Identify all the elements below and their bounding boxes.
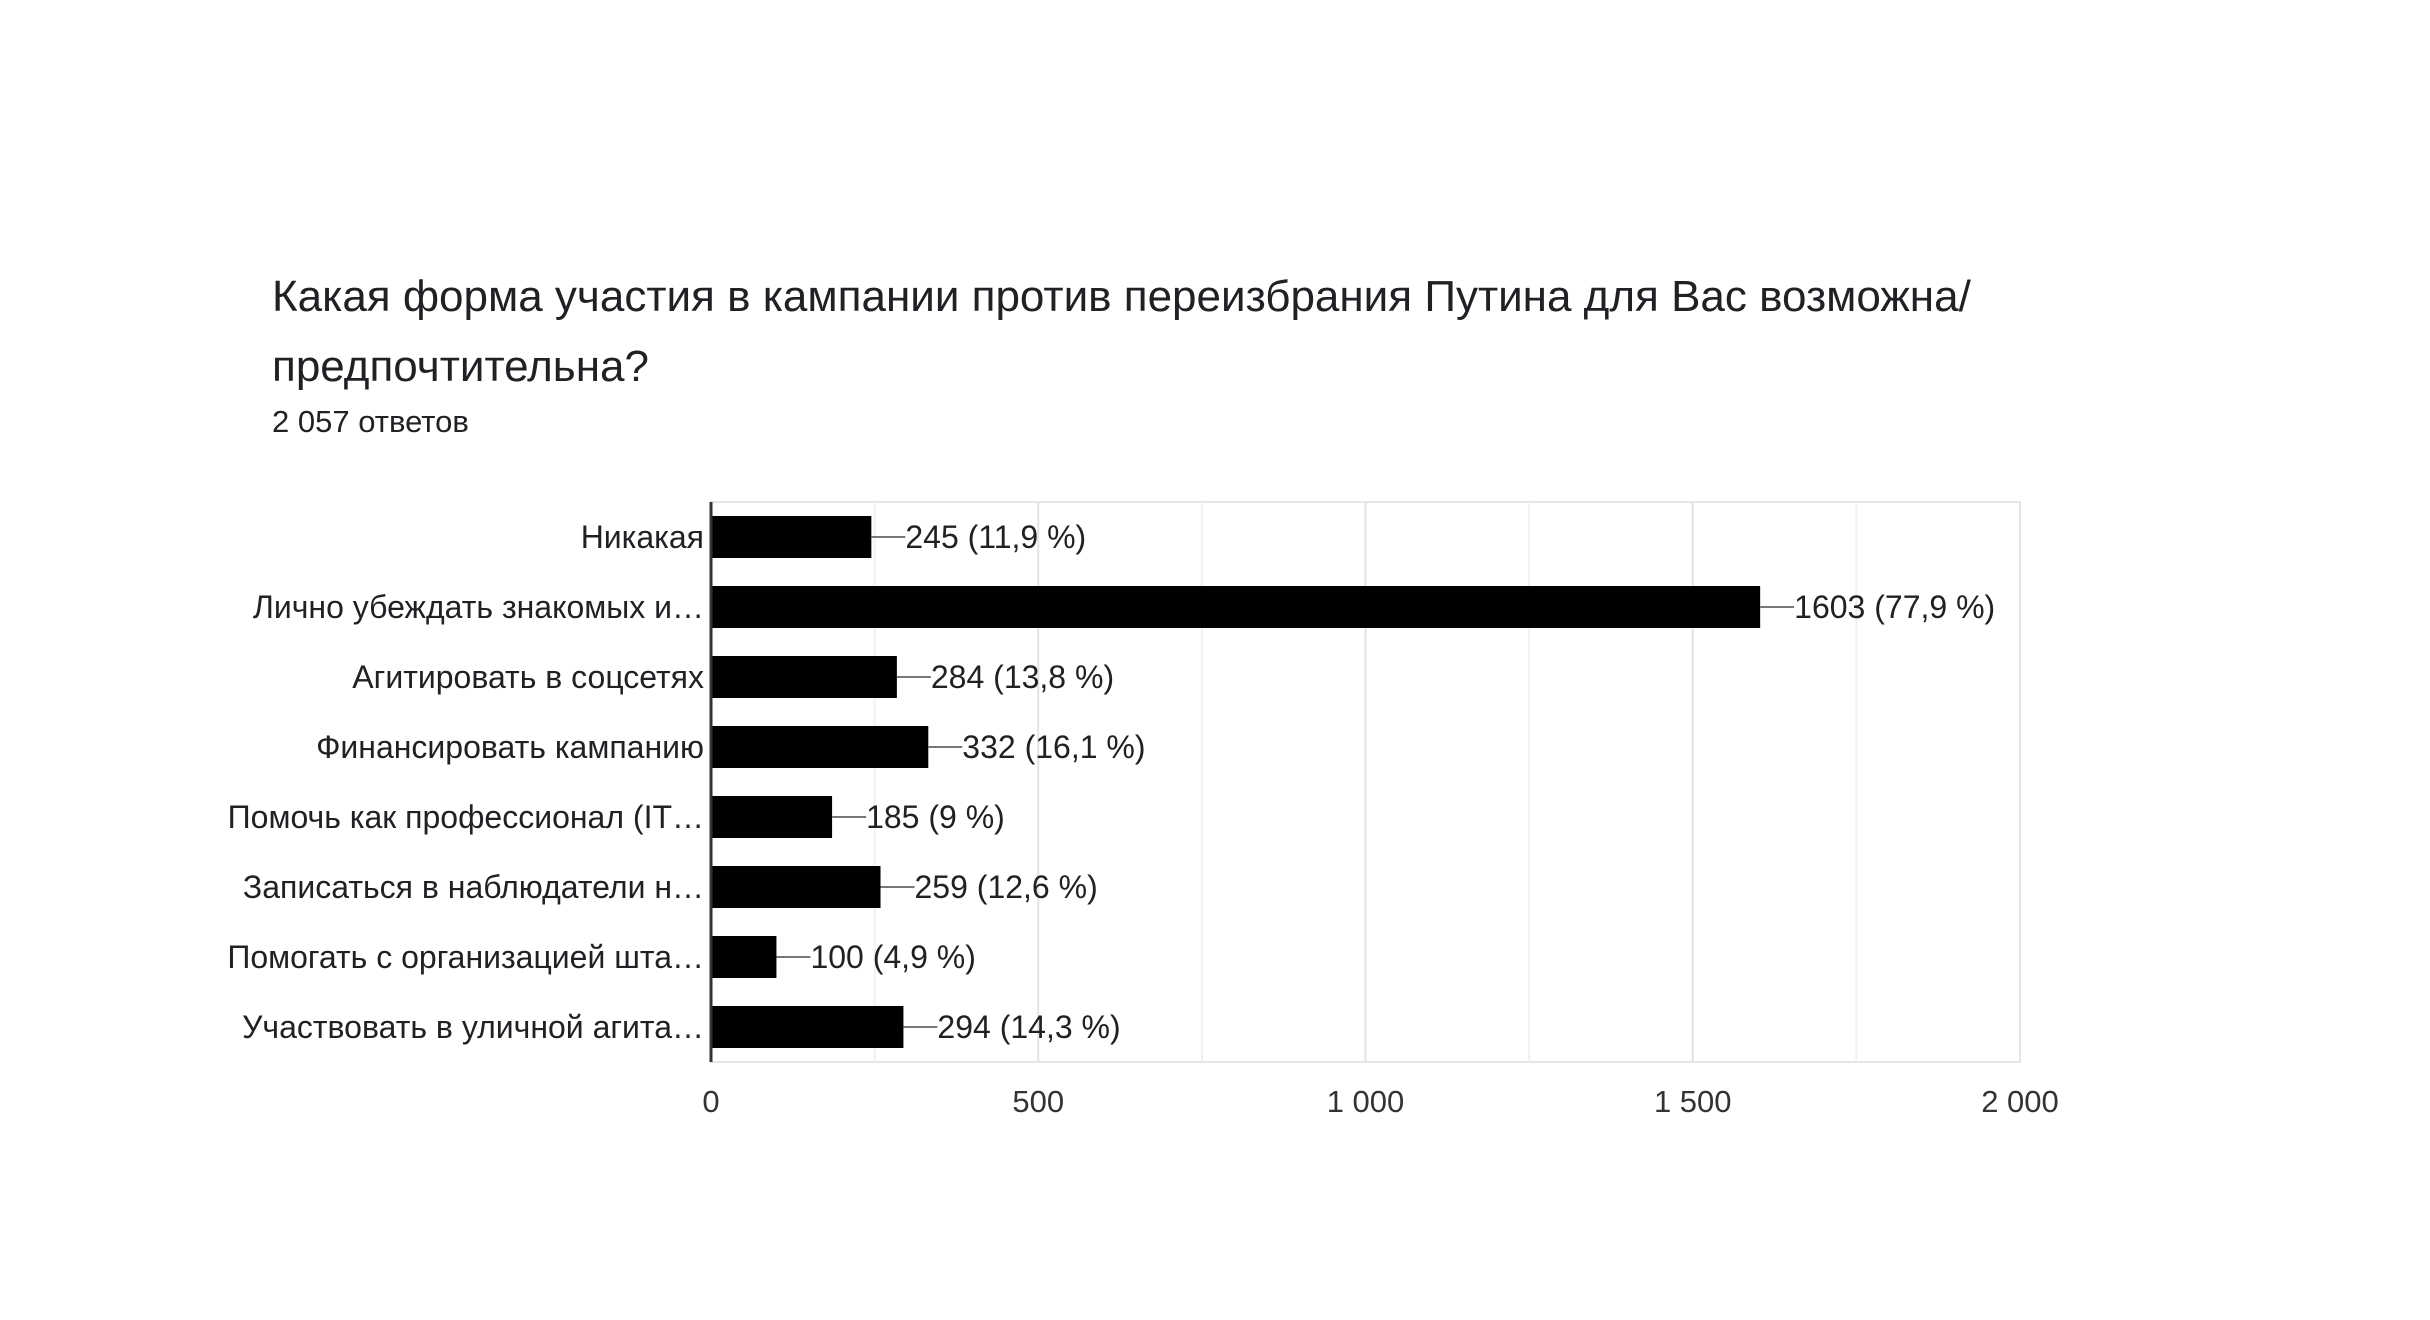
x-tick-label: 2 000 xyxy=(1981,1084,2059,1119)
x-tick-label: 1 000 xyxy=(1327,1084,1405,1119)
category-label: Агитировать в соцсетях xyxy=(352,659,704,695)
category-labels: Никакая Лично убеждать знакомых и… Агитиро… xyxy=(227,519,704,1045)
bar xyxy=(711,726,929,768)
category-label: Записаться в наблюдатели н… xyxy=(243,869,704,905)
value-label: 1603 (77,9 %) xyxy=(1794,589,1995,625)
x-tick-label: 500 xyxy=(1012,1084,1064,1119)
bars xyxy=(709,502,1761,1062)
value-label: 284 (13,8 %) xyxy=(931,659,1114,695)
value-label: 294 (14,3 %) xyxy=(937,1009,1120,1045)
value-labels: 245 (11,9 %) 1603 (77,9 %) 284 (13,8 %) 332… xyxy=(776,519,1995,1045)
value-label: 245 (11,9 %) xyxy=(905,519,1086,555)
value-label: 100 (4,9 %) xyxy=(810,939,975,975)
bar xyxy=(711,1006,904,1048)
bar xyxy=(711,866,881,908)
x-tick-label: 0 xyxy=(702,1084,719,1119)
response-count: 2 057 ответов xyxy=(272,404,469,439)
value-label: 185 (9 %) xyxy=(866,799,1005,835)
chart-title: Какая форма участия в кампании против пе… xyxy=(272,272,1971,391)
category-label: Финансировать кампанию xyxy=(316,729,704,765)
category-label: Никакая xyxy=(581,519,704,555)
category-label: Помочь как профессионал (IT… xyxy=(228,799,704,835)
bar xyxy=(711,516,872,558)
bar xyxy=(711,586,1761,628)
bar xyxy=(711,936,777,978)
bar xyxy=(711,656,897,698)
category-label: Участвовать в уличной агита… xyxy=(242,1009,704,1045)
value-label: 259 (12,6 %) xyxy=(915,869,1098,905)
x-axis-ticks: 0 500 1 000 1 500 2 000 xyxy=(702,1084,2058,1119)
bar xyxy=(711,796,833,838)
x-tick-label: 1 500 xyxy=(1654,1084,1732,1119)
category-label: Лично убеждать знакомых и… xyxy=(253,589,704,625)
category-label: Помогать с организацией шта… xyxy=(227,939,704,975)
value-label: 332 (16,1 %) xyxy=(962,729,1145,765)
